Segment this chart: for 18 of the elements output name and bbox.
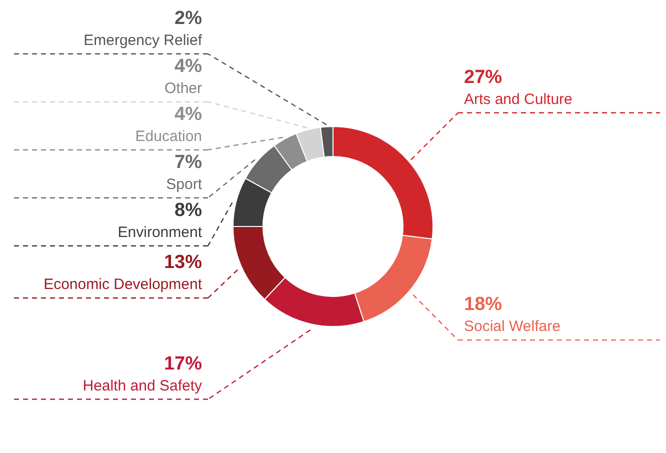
slice-label: Emergency Relief [84,32,203,49]
data-label: 27% [464,66,502,88]
slice-label: Social Welfare [464,318,560,336]
data-label: 18% [464,294,502,316]
slice-label: Sport [166,176,203,193]
data-label: 4% [174,104,202,125]
data-label: 17% [164,353,202,374]
data-label: 2% [174,8,202,29]
slice-label: Education [135,128,202,145]
data-label: 4% [174,56,202,77]
data-label: 13% [164,252,202,273]
slice-label: Health and Safety [82,377,202,394]
slice-label: Other [164,80,202,97]
slice-label: Arts and Culture [464,90,572,108]
slice-label: Economic Development [44,276,203,293]
slice-label: Environment [118,224,203,241]
data-label: 7% [174,152,202,173]
data-label: 8% [174,200,202,221]
